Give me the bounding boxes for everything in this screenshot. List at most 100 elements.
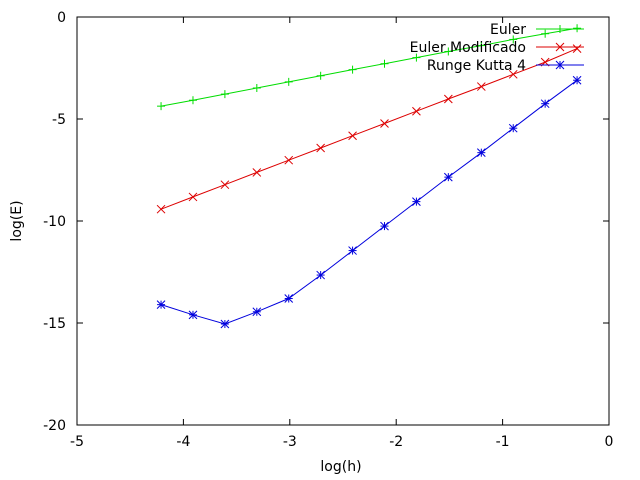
marker-stroke [284, 294, 294, 303]
marker-stroke [380, 221, 389, 231]
data-point [156, 204, 166, 214]
marker-stroke [188, 192, 198, 202]
data-point [348, 131, 357, 141]
legend-marker [555, 60, 565, 70]
legend-marker [556, 25, 564, 33]
data-point [316, 270, 326, 280]
data-point [252, 307, 262, 317]
y-tick-label: -20 [43, 418, 66, 434]
x-axis-label: log(h) [320, 459, 361, 475]
y-tick-label: 0 [57, 10, 66, 26]
y-tick-label: -15 [43, 316, 66, 332]
data-point [220, 180, 230, 190]
marker-stroke [316, 270, 326, 280]
marker-stroke [220, 180, 230, 190]
data-point [476, 82, 486, 91]
data-point [284, 77, 293, 86]
data-point [316, 71, 325, 80]
data-point [508, 69, 518, 79]
data-point [412, 106, 421, 116]
legend-label: Euler [490, 22, 526, 38]
marker-stroke [252, 168, 262, 177]
data-point [380, 59, 389, 68]
data-point [348, 65, 357, 74]
marker-stroke [348, 131, 357, 141]
series-2 [156, 75, 582, 329]
data-point [444, 47, 453, 56]
data-point [252, 168, 262, 177]
data-point [157, 102, 166, 111]
data-point [252, 83, 261, 92]
data-point [572, 75, 582, 85]
x-tick-label: -2 [389, 434, 403, 450]
marker-stroke [348, 246, 357, 255]
data-point [284, 155, 294, 165]
data-point [348, 246, 357, 255]
plot-frame [76, 16, 610, 426]
marker-stroke [540, 99, 550, 109]
marker-stroke [252, 307, 262, 317]
legend: Euler Euler Modificado Runge Kutta 4 [410, 22, 584, 74]
marker-stroke [476, 148, 486, 158]
y-tick-label: -10 [43, 214, 66, 230]
series-line [160, 79, 578, 325]
y-tick-label: -5 [52, 112, 66, 128]
marker-stroke [572, 75, 582, 85]
marker-stroke [284, 155, 294, 165]
x-tick-label: -4 [176, 434, 190, 450]
data-point [380, 119, 389, 128]
data-point [509, 35, 518, 44]
marker-stroke [156, 204, 166, 214]
data-point [380, 221, 389, 231]
data-point [188, 192, 198, 202]
marker-stroke [412, 197, 421, 206]
legend-marker [555, 42, 565, 52]
data-point [476, 148, 486, 158]
y-axis-label: log(E) [9, 200, 25, 241]
data-point [220, 90, 229, 99]
marker-stroke [443, 94, 453, 104]
marker-stroke [555, 42, 565, 52]
marker-stroke [572, 44, 582, 53]
data-point [541, 29, 550, 38]
data-point [220, 319, 230, 329]
marker-stroke [555, 60, 565, 70]
marker-stroke [476, 82, 486, 91]
marker-stroke [412, 106, 421, 116]
marker-stroke [156, 300, 166, 309]
x-tick-label: 0 [605, 434, 614, 450]
x-tick-label: -1 [496, 434, 510, 450]
series-0 [157, 24, 582, 111]
legend-label: Runge Kutta 4 [427, 58, 526, 74]
marker-stroke [220, 319, 230, 329]
data-point [188, 96, 197, 105]
data-point [508, 123, 518, 133]
data-point [443, 94, 453, 104]
marker-stroke [316, 143, 326, 153]
x-tick-label: -5 [70, 434, 84, 450]
series-line [161, 27, 578, 107]
data-point [156, 300, 166, 309]
marker-stroke [188, 310, 198, 320]
data-point [540, 99, 550, 109]
data-point [443, 172, 453, 182]
legend-label: Euler Modificado [410, 40, 526, 56]
data-point [412, 53, 421, 62]
axis-tick-labels: -5 -4 -3 -2 -1 00-5-10-15-20 [43, 10, 613, 450]
data-point [284, 294, 294, 303]
data-point [412, 197, 421, 206]
marker-stroke [508, 123, 518, 133]
x-tick-label: -3 [283, 434, 297, 450]
data-point [573, 24, 582, 33]
series-line [160, 48, 578, 210]
data-point [188, 310, 198, 320]
marker-stroke [380, 119, 389, 128]
data-point [316, 143, 326, 153]
series-layer [156, 24, 582, 329]
axis-ticks [76, 16, 610, 426]
data-point [477, 41, 486, 50]
data-point [572, 44, 582, 53]
marker-stroke [508, 69, 518, 79]
marker-stroke [443, 172, 453, 182]
